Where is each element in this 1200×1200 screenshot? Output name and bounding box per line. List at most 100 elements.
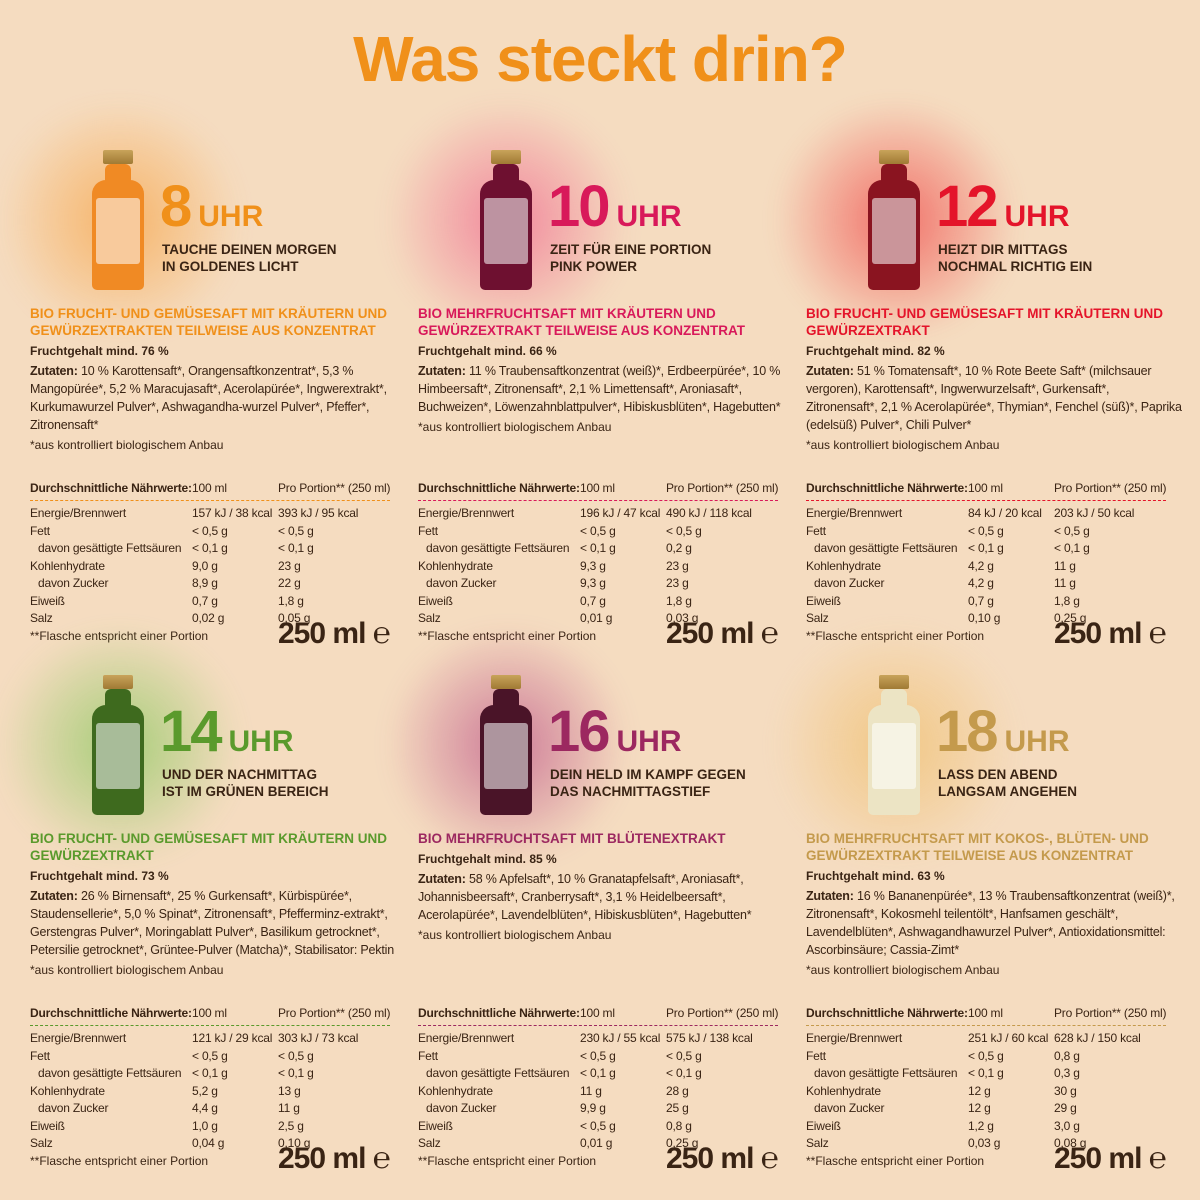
nutrient-label: davon Zucker	[814, 576, 885, 590]
nutrient-value: 0,7 g	[192, 593, 218, 608]
nutrient-value: 12 g	[968, 1101, 991, 1115]
nutrient-label: Salz	[418, 611, 441, 625]
nutrient-label: Fett	[806, 1048, 826, 1063]
nutrition-row: Salz 0,01 g 0,25 g	[418, 1135, 778, 1153]
fruit-content: Fruchtgehalt mind. 85 %	[418, 852, 557, 866]
nutrient-value: 23 g	[666, 558, 689, 573]
nutrient-value: < 0,1 g	[580, 1066, 616, 1080]
volume: 250 ml ℮	[666, 1142, 779, 1175]
nutrient-value: < 0,5 g	[666, 1048, 702, 1063]
bottle-cap	[491, 150, 521, 164]
tagline-line: DAS NACHMITTAGSTIEF	[550, 784, 711, 799]
nutrient-label: davon Zucker	[38, 1101, 109, 1115]
nutrient-value: 2,5 g	[278, 1118, 304, 1133]
bottle	[868, 150, 920, 290]
volume: 250 ml ℮	[278, 617, 391, 650]
nutrient-label: davon Zucker	[426, 576, 497, 590]
nutrient-label: davon gesättigte Fettsäuren	[814, 541, 958, 555]
nutrient-value: 9,0 g	[192, 558, 218, 573]
nutrient-label: Kohlenhydrate	[30, 1083, 105, 1098]
nutrient-value: < 0,5 g	[580, 1118, 616, 1133]
bottle-label	[484, 723, 528, 789]
nutrient-value: 8,9 g	[192, 576, 218, 590]
nutrient-value: 23 g	[278, 558, 301, 573]
tagline-line: DEIN HELD IM KAMPF GEGEN	[550, 767, 746, 782]
nutrient-value: < 0,5 g	[192, 523, 228, 538]
nutrient-label: Eiweiß	[418, 593, 453, 608]
fruit-content: Fruchtgehalt mind. 82 %	[806, 344, 945, 358]
nutrient-value: 0,25 g	[666, 1136, 699, 1150]
time: 16 UHR	[548, 698, 682, 765]
nutrient-value: 575 kJ / 138 kcal	[666, 1031, 753, 1045]
nutrient-value: 4,4 g	[192, 1101, 218, 1115]
nutrient-value: 0,10 g	[278, 1136, 311, 1150]
fruit-content: Fruchtgehalt mind. 63 %	[806, 869, 945, 883]
organic-note: *aus kontrolliert biologischem Anbau	[806, 438, 1000, 452]
nutrient-label: Kohlenhydrate	[30, 558, 105, 573]
nutrient-label: Kohlenhydrate	[806, 1083, 881, 1098]
nutrition-row: davon Zucker 12 g 29 g	[806, 1100, 1166, 1118]
text-block: BIO MEHRFRUCHTSAFT MIT BLÜTENEXTRAKT Fruc…	[418, 830, 796, 944]
nutrient-label: Kohlenhydrate	[806, 558, 881, 573]
volume: 250 ml ℮	[278, 1142, 391, 1175]
nutrition-row: davon gesättigte Fettsäuren < 0,1 g < 0,1 …	[30, 540, 390, 558]
nutrition-row: davon Zucker 4,2 g 11 g	[806, 575, 1166, 593]
header-cell: Pro Portion** (250 ml)	[1054, 481, 1167, 495]
nutrition-row: davon Zucker 9,3 g 23 g	[418, 575, 778, 593]
nutrient-label: Energie/Brennwert	[418, 1031, 514, 1045]
organic-note: *aus kontrolliert biologischem Anbau	[30, 963, 224, 977]
nutrient-label: Energie/Brennwert	[30, 506, 126, 520]
nutrient-value: 23 g	[666, 576, 689, 590]
product-name: BIO FRUCHT- UND GEMÜSESAFT MIT KRÄUTERN …	[30, 831, 387, 863]
nutrient-value: 0,02 g	[192, 611, 225, 625]
nutrient-label: davon Zucker	[814, 1101, 885, 1115]
nutrition-header: Durchschnittliche Nährwerte: 100 ml Pro Po…	[418, 480, 779, 501]
ingredients-label: Zutaten:	[30, 889, 78, 903]
nutrient-value: < 0,1 g	[278, 541, 314, 555]
nutrient-value: 11 g	[1054, 576, 1076, 590]
nutrition-row: Salz 0,01 g 0,03 g	[418, 610, 778, 628]
nutrient-value: 1,8 g	[1054, 593, 1080, 608]
fruit-content: Fruchtgehalt mind. 76 %	[30, 344, 169, 358]
nutrition-header: Durchschnittliche Nährwerte: 100 ml Pro Po…	[806, 1005, 1167, 1026]
nutrient-label: Salz	[30, 611, 53, 625]
nutrient-value: < 0,5 g	[278, 523, 314, 538]
nutrition-table: Durchschnittliche Nährwerte: 100 ml Pro Po…	[806, 480, 1167, 628]
time-number: 10	[548, 174, 610, 239]
product-name: BIO MEHRFRUCHTSAFT MIT KOKOS-, BLÜTEN- U…	[806, 831, 1149, 863]
ingredients: Zutaten: 11 % Traubensaftkonzentrat (wei…	[418, 362, 796, 416]
nutrient-value: < 0,1 g	[580, 541, 616, 555]
header-cell: Durchschnittliche Nährwerte:	[418, 1006, 580, 1020]
nutrient-value: 0,8 g	[666, 1118, 692, 1133]
product-name: BIO FRUCHT- UND GEMÜSESAFT MIT KRÄUTERN …	[30, 306, 387, 338]
portion-note: **Flasche entspricht einer Portion	[806, 1154, 985, 1168]
bottle	[480, 150, 532, 290]
text-block: BIO MEHRFRUCHTSAFT MIT KOKOS-, BLÜTEN- U…	[806, 830, 1184, 979]
header-cell: Pro Portion** (250 ml)	[666, 1006, 779, 1020]
nutrient-label: Fett	[30, 1048, 50, 1063]
nutrition-header: Durchschnittliche Nährwerte: 100 ml Pro Po…	[30, 480, 391, 501]
tagline: TAUCHE DEINEN MORGEN IN GOLDENES LICHT	[162, 241, 337, 275]
nutrient-label: Fett	[418, 523, 438, 538]
nutrient-value: 0,01 g	[580, 611, 613, 625]
nutrient-value: 11 g	[1054, 558, 1076, 573]
ingredients-text: 11 % Traubensaftkonzentrat (weiß)*, Erdb…	[418, 364, 781, 414]
nutrition-row: Salz 0,10 g 0,25 g	[806, 610, 1166, 628]
nutrient-value: 628 kJ / 150 kcal	[1054, 1031, 1141, 1045]
ingredients: Zutaten: 58 % Apfelsaft*, 10 % Granatapf…	[418, 870, 796, 924]
organic-note: *aus kontrolliert biologischem Anbau	[418, 928, 612, 942]
tagline-line: TAUCHE DEINEN MORGEN	[162, 242, 337, 257]
product-name: BIO MEHRFRUCHTSAFT MIT KRÄUTERN UND GEWÜ…	[418, 306, 745, 338]
time-number: 12	[936, 174, 998, 239]
tagline: HEIZT DIR MITTAGS NOCHMAL RICHTIG EIN	[938, 241, 1092, 275]
nutrient-value: < 0,1 g	[968, 541, 1004, 555]
ingredients-label: Zutaten:	[806, 889, 854, 903]
nutrient-label: Energie/Brennwert	[806, 506, 902, 520]
nutrient-label: Salz	[418, 1136, 441, 1150]
tagline: LASS DEN ABEND LANGSAM ANGEHEN	[938, 766, 1077, 800]
time-number: 18	[936, 699, 998, 764]
nutrition-header: Durchschnittliche Nährwerte: 100 ml Pro Po…	[806, 480, 1167, 501]
header-cell: Durchschnittliche Nährwerte:	[30, 481, 192, 495]
nutrient-value: 30 g	[1054, 1083, 1077, 1098]
